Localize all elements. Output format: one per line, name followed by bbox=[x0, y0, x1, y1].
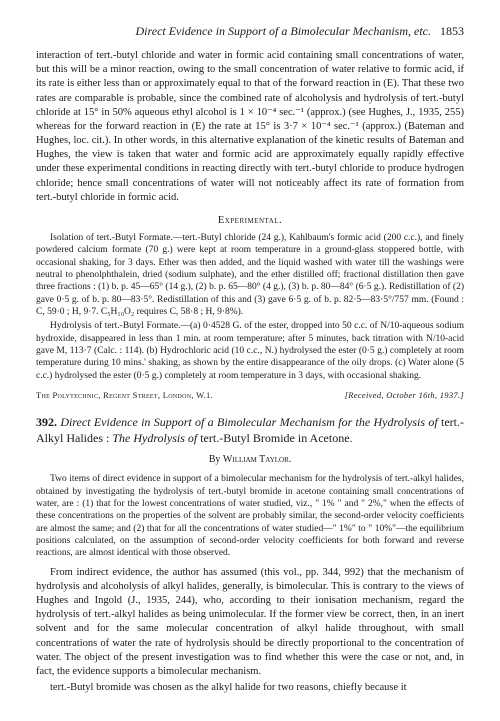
experimental-text: Isolation of tert.-Butyl Formate.—tert.-… bbox=[36, 232, 464, 382]
exp-paragraph-1: Isolation of tert.-Butyl Formate.—tert.-… bbox=[36, 232, 464, 318]
page-number: 1853 bbox=[440, 24, 464, 38]
main-text: From indirect evidence, the author has a… bbox=[36, 566, 464, 696]
title-part-c: The Hydrolysis of bbox=[112, 431, 197, 445]
byline-author: William Taylor. bbox=[223, 454, 291, 465]
experimental-heading: Experimental. bbox=[36, 215, 464, 226]
article-number: 392. bbox=[36, 415, 57, 429]
running-title: Direct Evidence in Support of a Bimolecu… bbox=[136, 24, 431, 38]
title-part-d: tert.-Butyl Bromide in Acetone. bbox=[200, 431, 352, 445]
main-paragraph-2: tert.-Butyl bromide was chosen as the al… bbox=[36, 681, 464, 695]
byline: By William Taylor. bbox=[36, 454, 464, 465]
top-paragraph-1: interaction of tert.-butyl chloride and … bbox=[36, 49, 464, 205]
running-head: Direct Evidence in Support of a Bimolecu… bbox=[36, 24, 464, 39]
page-container: Direct Evidence in Support of a Bimolecu… bbox=[0, 0, 500, 721]
affiliation-row: The Polytechnic, Regent Street, London, … bbox=[36, 390, 464, 400]
exp-paragraph-2: Hydrolysis of tert.-Butyl Formate.—(a) 0… bbox=[36, 320, 464, 382]
affiliation-text: The Polytechnic, Regent Street, London, … bbox=[36, 390, 213, 400]
abstract-block: Two items of direct evidence in support … bbox=[36, 473, 464, 559]
received-date: [Received, October 16th, 1937.] bbox=[345, 390, 464, 400]
abstract-paragraph: Two items of direct evidence in support … bbox=[36, 473, 464, 559]
article-title: 392. Direct Evidence in Support of a Bim… bbox=[36, 414, 464, 446]
main-paragraph-1: From indirect evidence, the author has a… bbox=[36, 566, 464, 679]
top-body-text: interaction of tert.-butyl chloride and … bbox=[36, 49, 464, 205]
title-part-a: Direct Evidence in Support of a Bimolecu… bbox=[60, 415, 437, 429]
byline-by: By bbox=[209, 454, 221, 465]
